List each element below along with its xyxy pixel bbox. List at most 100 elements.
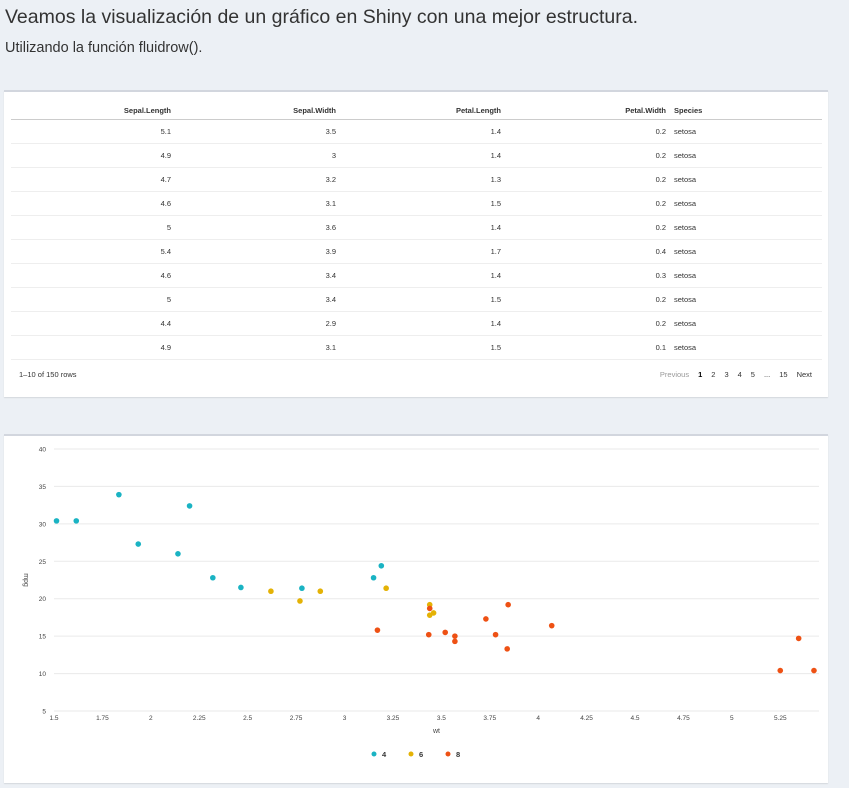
cell-sepal-width: 2.9: [175, 311, 340, 336]
legend-label-4[interactable]: 4: [382, 750, 387, 759]
cell-sepal-length: 4.6: [11, 263, 175, 288]
y-tick-label: 10: [39, 671, 47, 678]
y-tick-label: 25: [39, 559, 47, 566]
cell-species: setosa: [670, 191, 822, 216]
x-tick-label: 4.25: [580, 715, 593, 722]
legend-marker-6[interactable]: [408, 751, 414, 757]
y-tick-label: 15: [39, 634, 47, 641]
cell-species: setosa: [670, 335, 822, 360]
pagination-page-button[interactable]: 3: [724, 370, 729, 379]
data-point-cyl-8[interactable]: [548, 622, 555, 629]
data-point-cyl-8[interactable]: [452, 633, 458, 639]
pagination-page-button[interactable]: 4: [737, 370, 742, 379]
data-point-cyl-8[interactable]: [442, 629, 449, 636]
data-point-cyl-8[interactable]: [426, 605, 433, 612]
cell-species: setosa: [670, 215, 822, 240]
x-tick-label: 2.25: [193, 715, 206, 722]
column-header-petal-width[interactable]: Petal.Width: [505, 101, 670, 120]
cell-sepal-width: 3.4: [175, 287, 340, 312]
cell-species: setosa: [670, 239, 822, 264]
table-header-row: Sepal.Length Sepal.Width Petal.Length Pe…: [11, 101, 822, 120]
cell-petal-length: 1.7: [340, 239, 505, 264]
pagination-page-button[interactable]: 2: [711, 370, 716, 379]
data-point-cyl-8[interactable]: [811, 667, 817, 674]
data-point-cyl-8[interactable]: [492, 631, 499, 638]
cell-sepal-length: 5: [11, 215, 175, 240]
cell-petal-length: 1.4: [340, 119, 505, 144]
data-point-cyl-4[interactable]: [186, 503, 193, 509]
cell-sepal-length: 4.7: [11, 167, 175, 192]
data-point-cyl-8[interactable]: [483, 616, 489, 622]
x-tick-label: 3: [343, 715, 347, 722]
cell-petal-width: 0.2: [505, 191, 670, 216]
cell-sepal-width: 3.5: [175, 119, 340, 144]
data-point-cyl-4[interactable]: [175, 551, 181, 557]
data-point-cyl-4[interactable]: [378, 562, 385, 569]
y-axis-label: mpg: [22, 573, 29, 587]
cell-species: setosa: [670, 263, 822, 288]
cell-sepal-length: 4.6: [11, 191, 175, 216]
data-point-cyl-8[interactable]: [777, 667, 784, 674]
table-row: 5.4 3.9 1.7 0.4 setosa: [11, 239, 822, 264]
cell-petal-width: 0.2: [505, 287, 670, 312]
data-point-cyl-4[interactable]: [210, 574, 216, 581]
data-point-cyl-8[interactable]: [452, 638, 458, 645]
cell-sepal-length: 5.4: [11, 239, 175, 264]
data-point-cyl-8[interactable]: [374, 627, 381, 633]
table-row: 5 3.4 1.5 0.2 setosa: [11, 287, 822, 312]
data-point-cyl-4[interactable]: [238, 584, 244, 591]
x-tick-label: 4.75: [677, 715, 690, 722]
data-point-cyl-4[interactable]: [73, 518, 80, 524]
data-point-cyl-8[interactable]: [425, 631, 432, 638]
data-point-cyl-4[interactable]: [116, 491, 122, 498]
data-point-cyl-4[interactable]: [135, 541, 142, 547]
x-tick-label: 4.5: [630, 715, 639, 722]
cell-petal-length: 1.5: [340, 287, 505, 312]
pagination-page-button[interactable]: 15: [779, 370, 788, 379]
data-point-cyl-6[interactable]: [297, 598, 303, 604]
cell-sepal-width: 3.9: [175, 239, 340, 264]
pagination-previous-button[interactable]: Previous: [659, 370, 690, 379]
data-point-cyl-6[interactable]: [268, 588, 274, 595]
pagination-next-button[interactable]: Next: [796, 370, 812, 379]
scatter-plot: 5 10 15 20 25 30 35 40 1.5 1.75 2 2.25 2.5 2.75 3 3.25 3…: [22, 447, 819, 759]
pagination-page-button[interactable]: 1: [698, 370, 703, 379]
pagination: Previous 1 2 3 4 5... 15 Next: [651, 370, 812, 379]
cell-species: setosa: [670, 167, 822, 192]
cell-petal-width: 0.2: [505, 119, 670, 144]
legend-marker-8[interactable]: [445, 751, 451, 757]
legend-label-8[interactable]: 8: [456, 750, 460, 759]
data-point-cyl-8[interactable]: [504, 646, 510, 652]
legend-marker-4[interactable]: [371, 751, 377, 757]
x-tick-label: 2: [149, 715, 153, 722]
table-row: 5 3.6 1.4 0.2 setosa: [11, 215, 822, 240]
data-point-cyl-4[interactable]: [370, 574, 377, 581]
column-header-sepal-length[interactable]: Sepal.Length: [11, 101, 175, 120]
table-row: 4.9 3 1.4 0.2 setosa: [11, 143, 822, 168]
table-row: 4.9 3.1 1.5 0.1 setosa: [11, 335, 822, 360]
x-tick-label: 5: [730, 715, 734, 722]
cell-species: setosa: [670, 311, 822, 336]
legend-label-6[interactable]: 6: [419, 750, 423, 759]
column-header-petal-length[interactable]: Petal.Length: [340, 101, 505, 120]
table-row-count: 1–10 of 150 rows: [19, 370, 77, 379]
data-point-cyl-6[interactable]: [383, 585, 389, 592]
data-point-cyl-6[interactable]: [317, 588, 324, 595]
column-header-species[interactable]: Species: [670, 101, 822, 120]
data-point-cyl-4[interactable]: [299, 585, 305, 592]
table-row: 4.7 3.2 1.3 0.2 setosa: [11, 167, 822, 192]
cell-sepal-length: 5.1: [11, 119, 175, 144]
x-tick-label: 2.5: [243, 715, 252, 722]
cell-species: setosa: [670, 119, 822, 144]
data-point-cyl-6[interactable]: [430, 610, 437, 616]
data-point-cyl-4[interactable]: [53, 518, 60, 524]
data-point-cyl-8[interactable]: [795, 635, 802, 642]
pagination-page-button[interactable]: 5: [750, 370, 755, 379]
y-tick-label: 40: [39, 447, 47, 454]
cell-sepal-width: 3.4: [175, 263, 340, 288]
column-header-sepal-width[interactable]: Sepal.Width: [175, 101, 340, 120]
cell-petal-width: 0.2: [505, 143, 670, 168]
cell-petal-length: 1.4: [340, 263, 505, 288]
data-point-cyl-8[interactable]: [505, 601, 511, 608]
x-axis-label: wt: [432, 728, 440, 735]
